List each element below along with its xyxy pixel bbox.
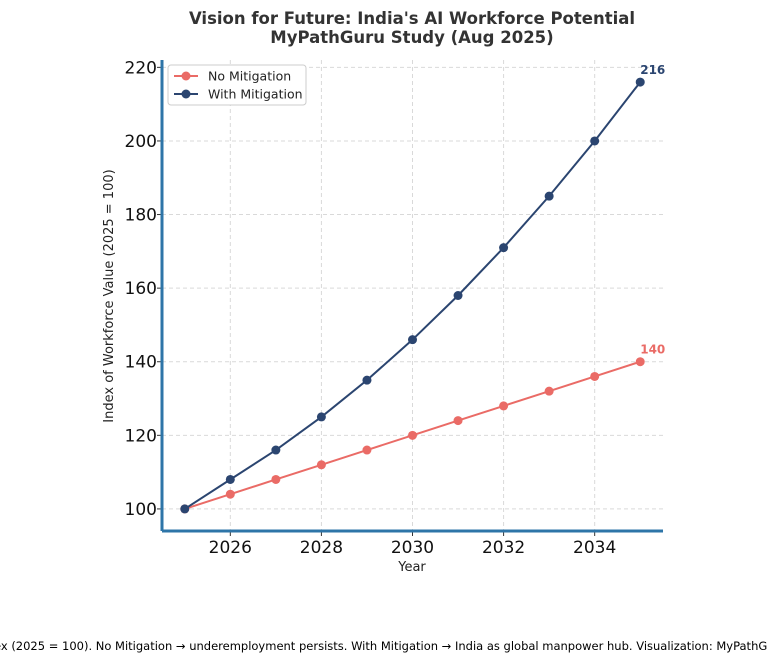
y-tick-label: 160 [125, 279, 157, 299]
data-point-no-mitigation [453, 416, 463, 426]
y-tick-label: 200 [125, 132, 157, 152]
chart-subtitle: MyPathGuru Study (Aug 2025) [270, 28, 553, 47]
data-point-no-mitigation [225, 489, 235, 499]
data-point-with-mitigation [362, 375, 372, 385]
end-label-no-mitigation: 140 [640, 343, 665, 357]
legend-marker-with-mitigation [181, 89, 191, 99]
ticks: 2026 2028 2030 2032 2034 100 120 140 160 180 200 22… [125, 58, 617, 558]
data-point-with-mitigation [453, 291, 463, 300]
data-point-no-mitigation [408, 430, 417, 440]
legend-box [167, 64, 307, 106]
series-with-mitigation: 216 [180, 63, 665, 514]
footer-text: Index (2025 = 100). No Mitigation → unde… [0, 639, 768, 653]
y-tick-label: 140 [125, 353, 157, 373]
data-point-no-mitigation [635, 357, 645, 367]
series-layer: 140 216 [180, 63, 665, 514]
data-point-with-mitigation [499, 243, 509, 253]
y-axis-label: Index of Workforce Value (2025 = 100) [102, 169, 117, 422]
data-point-with-mitigation [408, 335, 417, 345]
y-tick-label: 180 [125, 206, 157, 226]
data-point-no-mitigation [271, 474, 281, 484]
end-label-with-mitigation: 216 [640, 63, 665, 77]
series-no-mitigation: 140 [180, 343, 665, 514]
x-tick-label: 2034 [573, 538, 616, 558]
legend-label-with-mitigation: With Mitigation [208, 87, 303, 102]
legend-marker-no-mitigation [181, 71, 191, 81]
data-point-no-mitigation [590, 371, 600, 381]
data-point-no-mitigation [362, 445, 372, 455]
data-point-with-mitigation [590, 136, 600, 146]
legend-label-no-mitigation: No Mitigation [208, 69, 291, 84]
data-point-with-mitigation [544, 191, 554, 201]
footer-caption: Index (2025 = 100). No Mitigation → unde… [0, 637, 768, 657]
x-tick-label: 2026 [209, 538, 252, 558]
data-point-no-mitigation [316, 460, 326, 470]
x-axis-label: Year [397, 560, 426, 575]
x-tick-label: 2028 [300, 538, 343, 558]
data-point-with-mitigation [635, 77, 645, 87]
x-tick-label: 2030 [391, 538, 434, 558]
data-point-no-mitigation [499, 401, 509, 411]
data-point-with-mitigation [271, 445, 281, 455]
legend: No Mitigation With Mitigation [167, 64, 307, 106]
grid [162, 60, 663, 531]
chart-title: Vision for Future: India's AI Workforce … [189, 9, 635, 28]
x-tick-label: 2032 [482, 538, 525, 558]
y-tick-label: 120 [125, 426, 157, 446]
data-point-with-mitigation [316, 412, 326, 422]
data-point-no-mitigation [544, 386, 554, 396]
data-point-with-mitigation [225, 474, 235, 484]
data-point-with-mitigation [180, 504, 190, 514]
chart: Vision for Future: India's AI Workforce … [102, 9, 665, 575]
y-tick-label: 100 [125, 500, 157, 520]
y-tick-label: 220 [125, 58, 157, 78]
